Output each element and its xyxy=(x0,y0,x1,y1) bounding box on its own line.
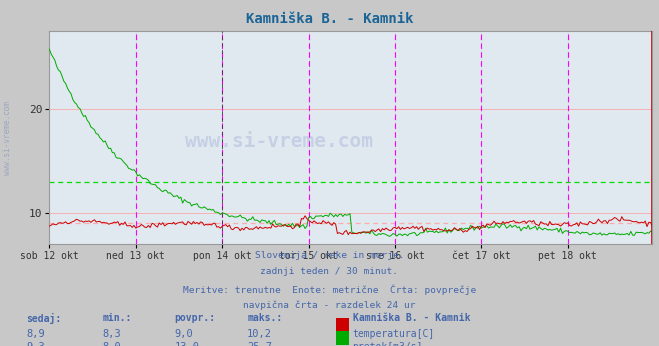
Text: Meritve: trenutne  Enote: metrične  Črta: povprečje: Meritve: trenutne Enote: metrične Črta: … xyxy=(183,284,476,294)
Text: Slovenija / reke in morje.: Slovenija / reke in morje. xyxy=(255,251,404,260)
Text: min.:: min.: xyxy=(102,313,132,323)
Text: 9,3: 9,3 xyxy=(26,342,45,346)
Text: navpična črta - razdelek 24 ur: navpična črta - razdelek 24 ur xyxy=(243,301,416,310)
Text: www.si-vreme.com: www.si-vreme.com xyxy=(185,132,372,151)
Text: 9,0: 9,0 xyxy=(175,329,193,339)
Text: Kamniška B. - Kamnik: Kamniška B. - Kamnik xyxy=(246,12,413,26)
Text: maks.:: maks.: xyxy=(247,313,282,323)
Text: 10,2: 10,2 xyxy=(247,329,272,339)
Text: 25,7: 25,7 xyxy=(247,342,272,346)
Text: Kamniška B. - Kamnik: Kamniška B. - Kamnik xyxy=(353,313,470,323)
Text: zadnji teden / 30 minut.: zadnji teden / 30 minut. xyxy=(260,267,399,276)
Text: sedaj:: sedaj: xyxy=(26,313,61,324)
Text: www.si-vreme.com: www.si-vreme.com xyxy=(3,101,13,174)
Text: povpr.:: povpr.: xyxy=(175,313,215,323)
Text: 8,3: 8,3 xyxy=(102,329,121,339)
Text: 8,0: 8,0 xyxy=(102,342,121,346)
Text: 13,0: 13,0 xyxy=(175,342,200,346)
Text: pretok[m3/s]: pretok[m3/s] xyxy=(353,342,423,346)
Text: 8,9: 8,9 xyxy=(26,329,45,339)
Text: temperatura[C]: temperatura[C] xyxy=(353,329,435,339)
